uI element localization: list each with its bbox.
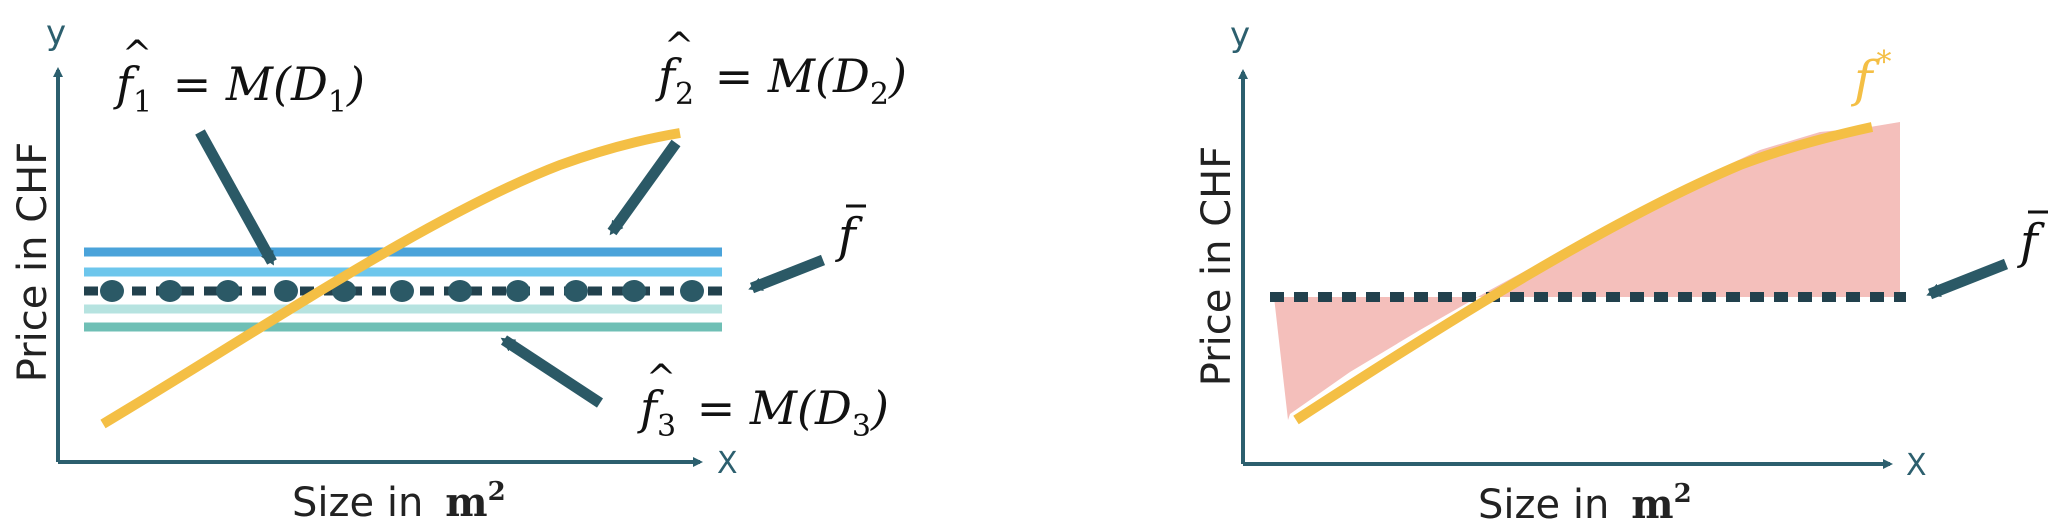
- arrow-f1: [195, 129, 277, 266]
- hat-f2: ^: [664, 26, 694, 67]
- arrow-f3: [500, 335, 604, 408]
- label-fstar: f *: [1850, 45, 1892, 108]
- label-fbar-right: f: [2017, 210, 2048, 270]
- left-y-axis-title: Price in CHF: [10, 142, 56, 383]
- label-fbar-left: f: [835, 204, 866, 264]
- label-f3: f3 = M(D3) ^: [637, 358, 889, 444]
- right-y-tick-label: y: [1230, 15, 1250, 55]
- left-panel: y X Price in CHF Size in m2: [10, 13, 907, 526]
- svg-text:f1 = M(D1): f1 = M(D1): [113, 57, 365, 120]
- label-f1: f1 = M(D1) ^: [113, 34, 365, 120]
- left-x-tick-label: X: [717, 446, 738, 481]
- mean-line-dots: [100, 280, 704, 302]
- left-y-tick-label: y: [46, 13, 66, 53]
- svg-text:f3 = M(D3): f3 = M(D3): [637, 381, 889, 444]
- left-x-axis-title: Size in m2: [292, 477, 506, 526]
- arrow-fbar-right: [1926, 258, 2009, 300]
- left-model-curve: [100, 128, 681, 429]
- mean-dot: [680, 280, 704, 302]
- svg-text:f*: f *: [1850, 45, 1892, 108]
- mean-dot: [100, 280, 124, 302]
- mean-dot: [216, 280, 240, 302]
- hat-f1: ^: [122, 34, 152, 75]
- error-region: [1274, 122, 1900, 420]
- svg-text:f: f: [2017, 214, 2045, 270]
- mean-dot: [390, 280, 414, 302]
- right-panel: y X Price in CHF Size in m2 f * f: [1194, 15, 2048, 528]
- mean-dot: [274, 280, 298, 302]
- label-f2: f2 = M(D2) ^: [655, 26, 907, 112]
- mean-dot: [564, 280, 588, 302]
- mean-dot: [448, 280, 472, 302]
- svg-text:f: f: [835, 208, 863, 264]
- mean-dot: [506, 280, 530, 302]
- right-x-axis-title: Size in m2: [1478, 479, 1692, 528]
- right-x-tick-label: X: [1906, 448, 1927, 483]
- true-function-curve: [1293, 122, 1874, 425]
- arrow-fbar-left: [748, 254, 826, 294]
- right-y-axis-title: Price in CHF: [1194, 146, 1240, 387]
- mean-dot: [158, 280, 182, 302]
- arrow-f2: [607, 139, 681, 236]
- mean-dot: [622, 280, 646, 302]
- hat-f3: ^: [646, 358, 676, 399]
